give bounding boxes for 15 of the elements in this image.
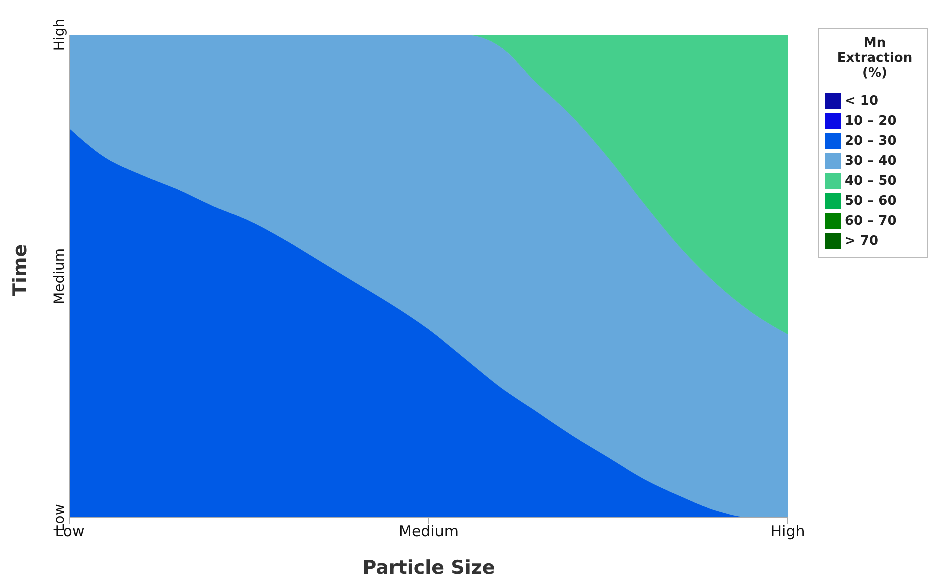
legend-title: Mn Extraction (%) [836, 36, 914, 81]
y-axis-title: Time [10, 244, 32, 296]
text: High [52, 18, 68, 52]
legend-label: 20 – 30 [845, 134, 897, 149]
legend-label: > 70 [845, 234, 879, 249]
legend-label: 10 – 20 [845, 114, 897, 129]
x-axis-title: Particle Size [362, 557, 496, 579]
x-tick-label: High [770, 522, 806, 541]
legend-label: 30 – 40 [845, 154, 897, 169]
legend-label: 50 – 60 [845, 194, 897, 209]
legend-label: 60 – 70 [845, 214, 897, 229]
legend-label: 40 – 50 [845, 174, 897, 189]
legend-label: < 10 [845, 94, 879, 109]
text: Medium [52, 248, 68, 304]
x-tick-label: Medium [399, 522, 459, 541]
